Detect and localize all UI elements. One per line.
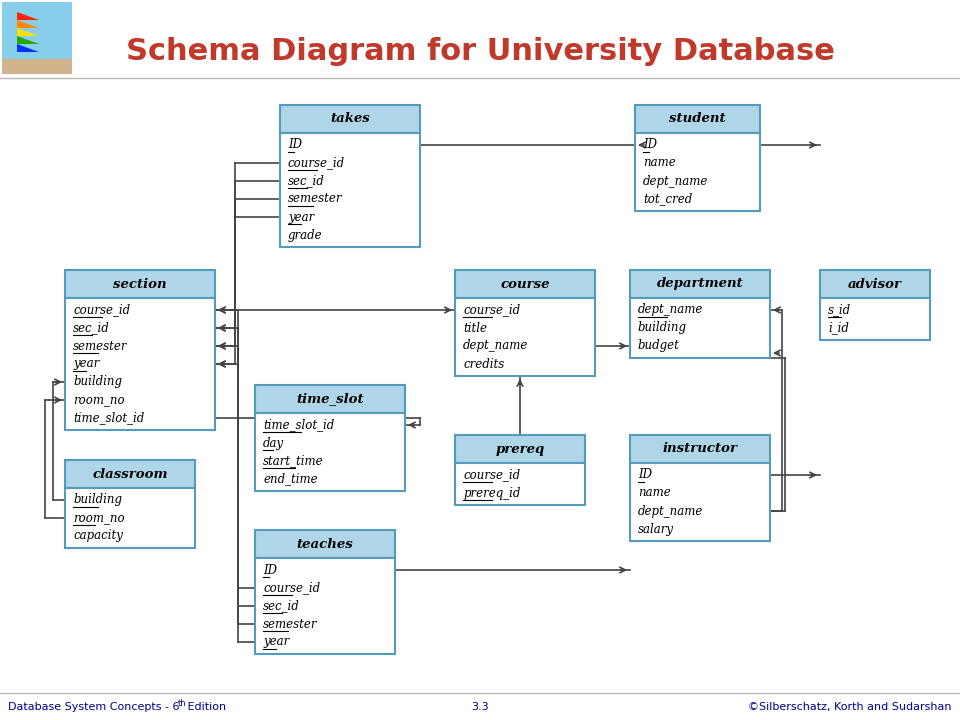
Bar <box>2 59 72 74</box>
Bar <box>820 270 930 298</box>
Text: year: year <box>73 358 99 371</box>
Bar <box>630 463 770 541</box>
Text: ID: ID <box>638 469 652 482</box>
Text: course_id: course_id <box>288 156 346 169</box>
Bar <box>65 460 195 488</box>
Bar <box>630 270 770 298</box>
Bar <box>455 270 595 298</box>
Bar <box>65 298 215 430</box>
Text: ID: ID <box>643 138 657 151</box>
Text: tot_cred: tot_cred <box>643 192 692 205</box>
Text: course: course <box>500 277 550 290</box>
Bar <box>630 298 770 358</box>
Polygon shape <box>17 28 39 36</box>
Text: course_id: course_id <box>463 304 520 317</box>
Polygon shape <box>17 36 39 44</box>
Text: room_no: room_no <box>73 511 125 524</box>
Text: salary: salary <box>638 523 674 536</box>
Text: instructor: instructor <box>662 443 737 456</box>
Text: course_id: course_id <box>73 304 131 317</box>
Text: ID: ID <box>288 138 302 151</box>
Text: building: building <box>73 493 122 506</box>
Text: classroom: classroom <box>92 467 168 480</box>
Text: Schema Diagram for University Database: Schema Diagram for University Database <box>126 37 834 66</box>
Bar <box>820 298 930 340</box>
Text: dept_name: dept_name <box>643 174 708 187</box>
Text: course_id: course_id <box>463 469 520 482</box>
Bar <box>455 298 595 376</box>
Text: student: student <box>669 112 726 125</box>
Text: building: building <box>638 322 687 335</box>
Text: dept_name: dept_name <box>463 340 528 353</box>
Text: advisor: advisor <box>848 277 902 290</box>
Text: title: title <box>463 322 487 335</box>
Text: teaches: teaches <box>297 538 353 551</box>
Bar <box>635 133 760 211</box>
Text: Edition: Edition <box>184 702 227 712</box>
Text: takes: takes <box>330 112 370 125</box>
Text: name: name <box>643 156 676 169</box>
Bar <box>65 270 215 298</box>
Bar <box>280 105 420 133</box>
Bar <box>255 385 405 413</box>
Text: semester: semester <box>73 340 128 353</box>
Text: grade: grade <box>288 228 323 241</box>
Text: budget: budget <box>638 340 680 353</box>
Text: sec_id: sec_id <box>288 174 324 187</box>
Text: department: department <box>657 277 743 290</box>
Text: Database System Concepts - 6: Database System Concepts - 6 <box>8 702 180 712</box>
Bar <box>65 488 195 548</box>
Polygon shape <box>17 20 39 28</box>
Bar <box>630 435 770 463</box>
Text: name: name <box>638 487 671 500</box>
Text: semester: semester <box>288 192 343 205</box>
Bar <box>2 2 72 74</box>
Text: day: day <box>263 436 284 449</box>
Text: year: year <box>288 210 314 223</box>
Text: prereq_id: prereq_id <box>463 487 520 500</box>
Bar <box>280 133 420 247</box>
Text: time_slot: time_slot <box>297 392 364 405</box>
Bar <box>255 413 405 491</box>
Bar <box>255 530 395 558</box>
Bar <box>455 463 585 505</box>
Text: room_no: room_no <box>73 394 125 407</box>
Text: dept_name: dept_name <box>638 505 704 518</box>
Text: 3.3: 3.3 <box>471 702 489 712</box>
Bar <box>635 105 760 133</box>
Bar <box>455 435 585 463</box>
Text: end_time: end_time <box>263 472 318 485</box>
Text: ID: ID <box>263 564 277 577</box>
Text: capacity: capacity <box>73 529 123 542</box>
Text: ©Silberschatz, Korth and Sudarshan: ©Silberschatz, Korth and Sudarshan <box>749 702 952 712</box>
Text: time_slot_id: time_slot_id <box>263 418 334 431</box>
Text: credits: credits <box>463 358 504 371</box>
Text: start_time: start_time <box>263 454 324 467</box>
Polygon shape <box>17 12 39 20</box>
Text: semester: semester <box>263 618 318 631</box>
Text: course_id: course_id <box>263 582 320 595</box>
Polygon shape <box>17 44 39 52</box>
Text: time_slot_id: time_slot_id <box>73 412 144 425</box>
Text: dept_name: dept_name <box>638 304 704 317</box>
Text: sec_id: sec_id <box>263 600 300 613</box>
Text: th: th <box>178 698 186 708</box>
Text: section: section <box>113 277 167 290</box>
Text: year: year <box>263 636 289 649</box>
Bar <box>255 558 395 654</box>
Text: building: building <box>73 376 122 389</box>
Text: prereq: prereq <box>495 443 544 456</box>
Text: i_id: i_id <box>828 322 849 335</box>
Text: sec_id: sec_id <box>73 322 109 335</box>
Text: s_id: s_id <box>828 304 852 317</box>
